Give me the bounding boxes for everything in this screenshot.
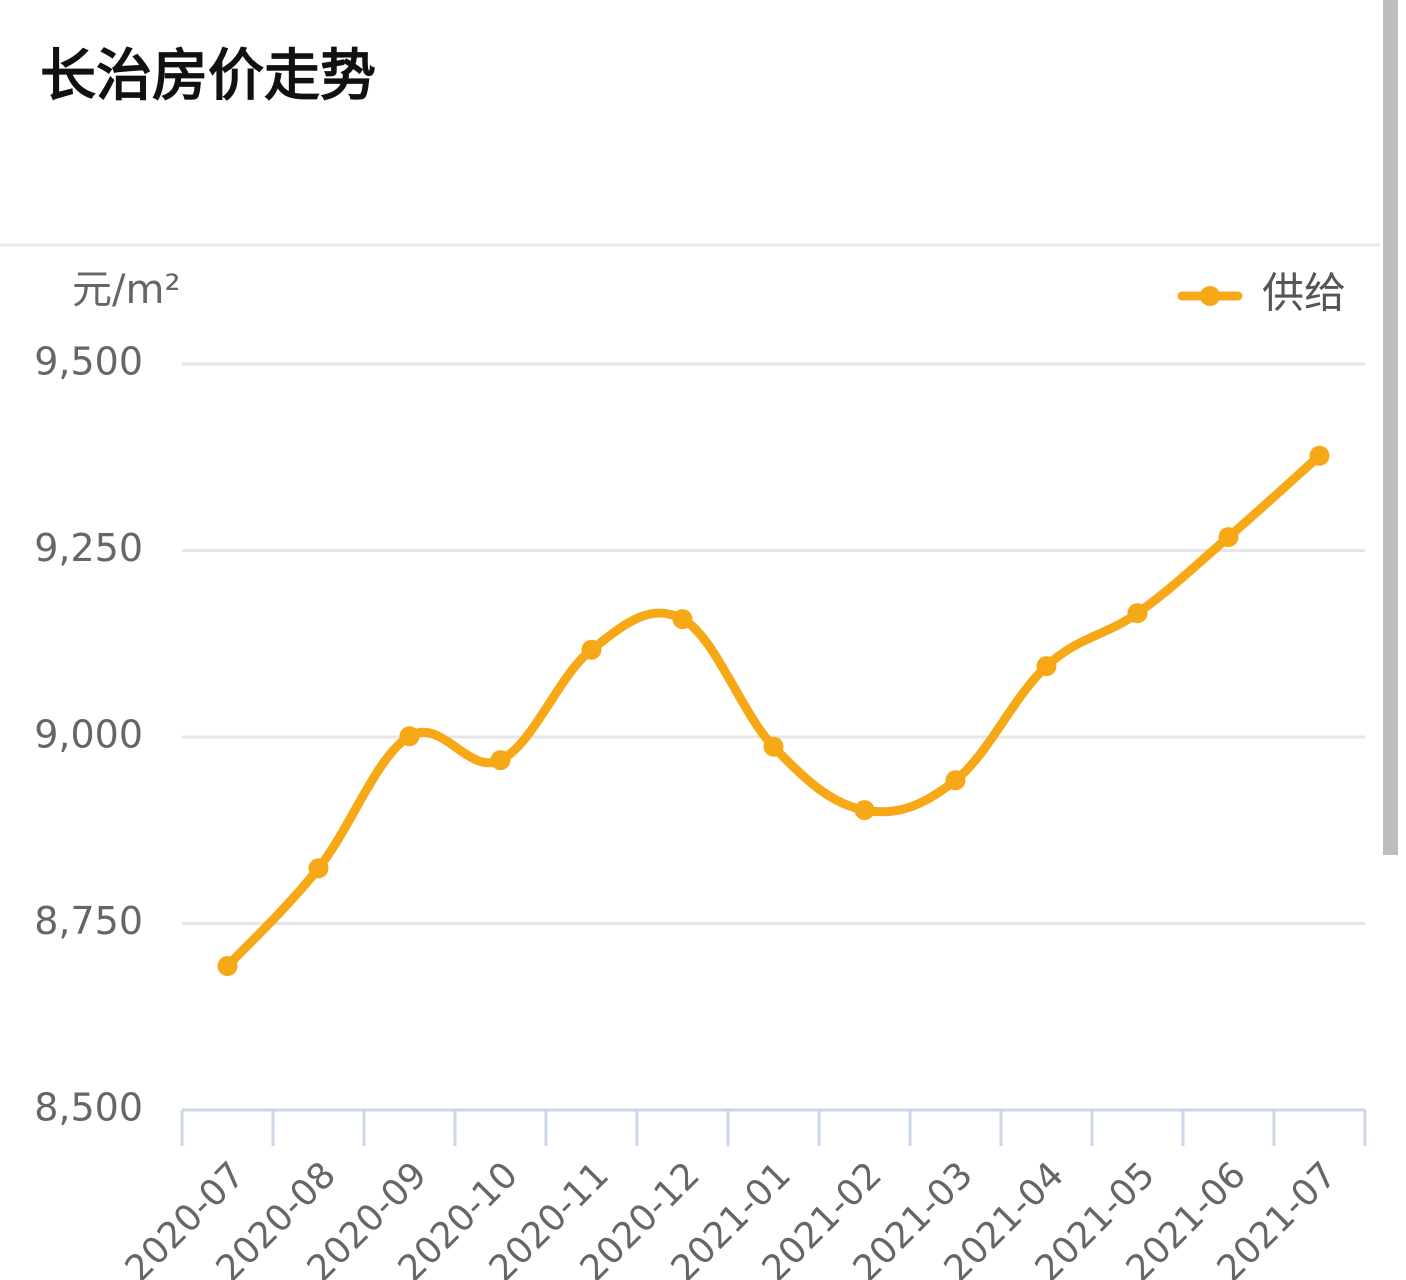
y-tick-label: 8,750 bbox=[34, 899, 143, 943]
point bbox=[1127, 603, 1148, 624]
y-tick-label: 8,500 bbox=[34, 1086, 143, 1130]
point bbox=[217, 956, 238, 977]
y-tick-label: 9,500 bbox=[34, 340, 143, 384]
point bbox=[1036, 656, 1057, 677]
point bbox=[308, 858, 329, 879]
point bbox=[672, 609, 693, 630]
point bbox=[1309, 445, 1330, 466]
point bbox=[399, 726, 420, 747]
y-unit: 元/m² bbox=[72, 267, 180, 313]
y-tick-label: 9,000 bbox=[34, 713, 143, 757]
point bbox=[1218, 527, 1239, 548]
point bbox=[490, 750, 511, 771]
line bbox=[223, 451, 1324, 971]
y-tick-label: 9,250 bbox=[34, 526, 143, 570]
legend-marker bbox=[1200, 286, 1220, 306]
chart-title: 长治房价走势 bbox=[40, 44, 376, 109]
point bbox=[581, 639, 602, 660]
point bbox=[945, 770, 966, 791]
scrollbar bbox=[1383, 0, 1398, 855]
point bbox=[763, 736, 784, 757]
legend-label: 供给 bbox=[1262, 269, 1346, 318]
point bbox=[854, 800, 875, 821]
